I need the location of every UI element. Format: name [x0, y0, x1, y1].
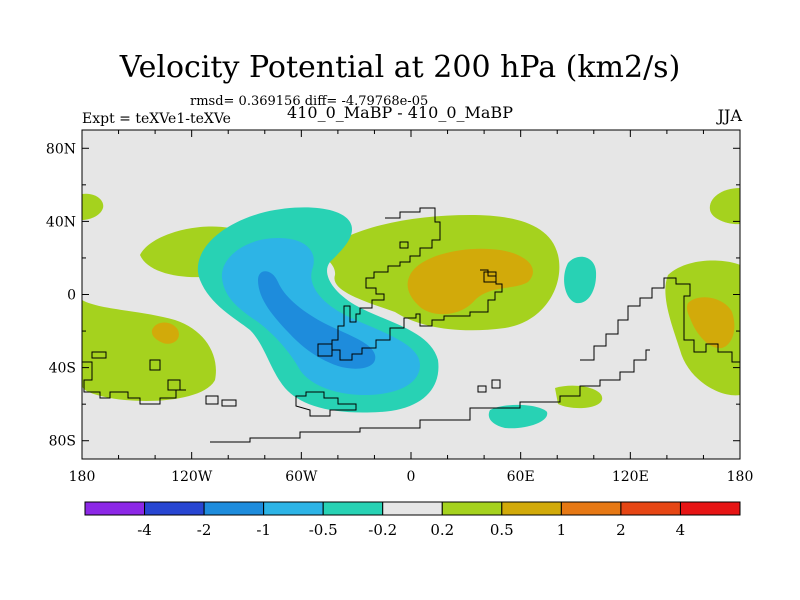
colorbar-label: -0.5 [309, 521, 338, 539]
x-tick-label: 180 [727, 469, 754, 485]
colorbar-swatch [263, 501, 324, 516]
positive-core-africa [407, 248, 533, 315]
colorbar-swatch [144, 501, 205, 516]
colorbar-label: -4 [137, 521, 152, 539]
y-tick-label: 80S [49, 434, 76, 450]
x-tick-label: 0 [407, 469, 416, 485]
colorbar-label: -0.2 [368, 521, 397, 539]
coastline-southwest-islands [82, 361, 186, 405]
colorbar-swatch [382, 501, 443, 516]
positive-region-south-pacific [82, 300, 216, 401]
x-tick-label: 60W [285, 469, 318, 485]
negative-region-southern-ocean [488, 404, 548, 429]
negative-region-core-center [258, 271, 376, 369]
coastline-small-island-3 [221, 399, 237, 407]
positive-region-northeast-corner [709, 188, 740, 225]
y-tick-label: 80N [46, 141, 76, 157]
coastline-maritime-continent [580, 277, 740, 363]
colorbar-swatch [560, 501, 622, 516]
colorbar-label: 0.2 [430, 521, 454, 539]
colorbar-label: 1 [557, 521, 567, 539]
chart-title: Velocity Potential at 200 hPa (km2/s) [119, 50, 681, 85]
colorbar: -4 -2 -1 -0.5 -0.2 0.2 0.5 1 2 4 [84, 501, 741, 539]
positive-region-southern-ocean [555, 385, 603, 409]
colorbar-swatch [441, 501, 503, 516]
y-tick-label: 40S [49, 361, 76, 377]
coastline-antarctica [210, 349, 650, 443]
positive-region-northwest-corner [82, 193, 104, 220]
negative-region-north-indian-ocean [564, 256, 597, 304]
y-axis: 80N 40N 0 40S 80S [46, 141, 740, 450]
case-comparison-label: 410_0_MaBP - 410_0_MaBP [287, 103, 513, 122]
coastline-small-island-7 [483, 271, 497, 283]
colorbar-label: -1 [256, 521, 271, 539]
x-tick-label: 120E [612, 469, 649, 485]
colorbar-swatch [679, 501, 741, 516]
colorbar-swatch [501, 501, 562, 516]
coastline-small-island-4 [205, 395, 219, 405]
x-axis: 180 120W 60W 0 60E 120E 180 [69, 130, 754, 485]
colorbar-swatch [322, 501, 384, 516]
rmsd-diff-stats: rmsd= 0.369156 diff= -4.79768e-05 [190, 94, 429, 109]
positive-core-west-pacific [686, 297, 735, 349]
coastline-small-island-1 [91, 351, 107, 359]
coastline-small-island-8 [399, 241, 409, 249]
coastline-south-american-tip [295, 391, 357, 417]
coastline-small-island-2 [167, 379, 181, 391]
colorbar-swatch [620, 501, 681, 516]
colorbar-label: 4 [676, 521, 686, 539]
x-tick-label: 120W [171, 469, 213, 485]
colorbar-label: -2 [197, 521, 212, 539]
coastline-small-island-5 [477, 385, 487, 393]
colorbar-label: 0.5 [490, 521, 514, 539]
colorbar-swatch [203, 501, 265, 516]
contour-fill-layer [82, 188, 740, 443]
coastline-americas [317, 207, 450, 361]
colorbar-swatch [84, 501, 146, 516]
y-tick-label: 40N [46, 214, 76, 230]
coastline-layer [82, 207, 740, 443]
x-tick-label: 60E [507, 469, 535, 485]
colorbar-label: 2 [616, 521, 626, 539]
experiment-label: Expt = teXVe1-teXVe [82, 111, 231, 127]
coastline-small-island-9 [149, 359, 161, 371]
y-tick-label: 0 [67, 288, 76, 304]
x-tick-label: 180 [69, 469, 96, 485]
coastline-small-island-6 [491, 379, 501, 389]
positive-core-south-pacific [151, 322, 179, 344]
season-label: JJA [717, 106, 742, 125]
coastline-africa [450, 269, 503, 317]
